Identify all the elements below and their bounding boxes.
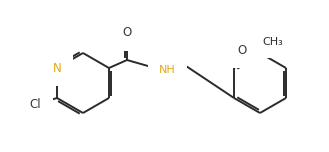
Text: O: O: [238, 43, 247, 57]
Text: O: O: [122, 26, 132, 40]
Text: Cl: Cl: [29, 97, 41, 111]
Text: N: N: [53, 62, 62, 74]
Text: CH₃: CH₃: [262, 37, 283, 47]
Text: NH: NH: [159, 65, 176, 75]
